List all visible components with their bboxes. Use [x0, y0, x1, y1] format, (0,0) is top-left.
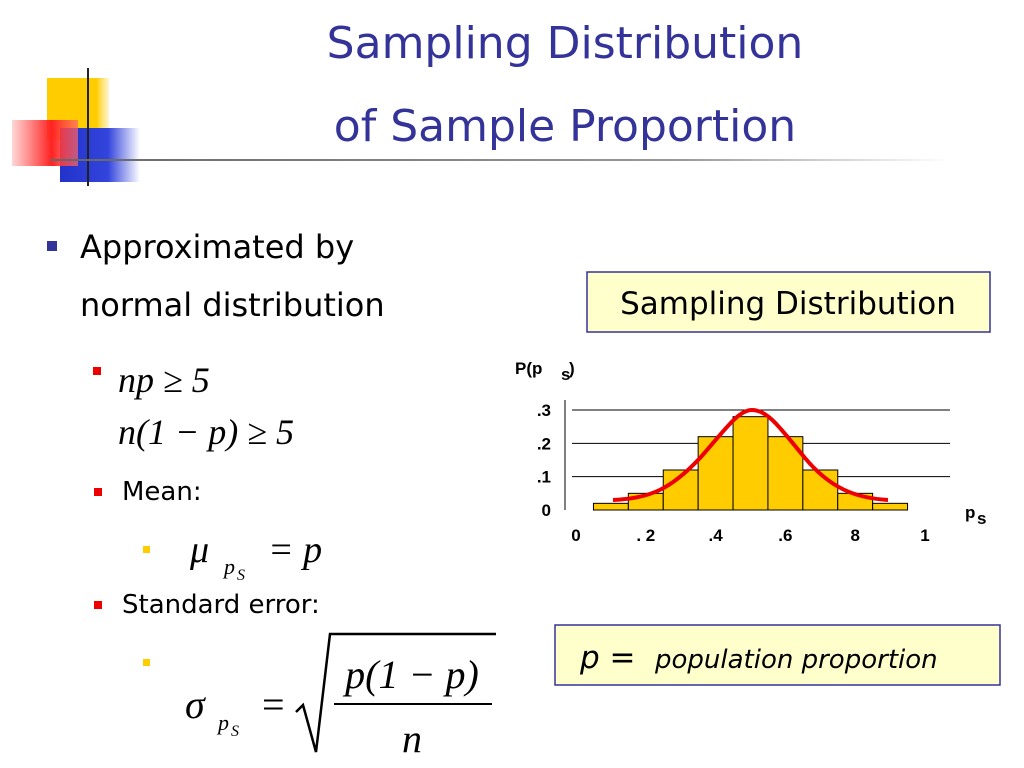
bullet — [93, 367, 101, 375]
bullet — [143, 546, 150, 553]
y-axis-label: P(p — [515, 359, 542, 378]
definition-symbol: p = — [579, 640, 636, 676]
formula: p — [222, 554, 235, 579]
formula: S — [237, 567, 245, 584]
bullet-text: Approximated by — [80, 228, 354, 266]
formula: n(1 − p) ≥ 5 — [118, 412, 294, 452]
y-tick-label: .1 — [537, 468, 551, 487]
bar — [802, 469, 839, 511]
x-tick-label: 0 — [571, 526, 580, 545]
box-title: Sampling Distribution — [620, 286, 956, 322]
formula: μ — [189, 529, 209, 571]
formula: p — [216, 710, 229, 735]
formula: S — [231, 723, 239, 740]
decoration — [12, 68, 950, 186]
x-tick-label: .4 — [709, 526, 724, 545]
title: Sampling Distribution — [327, 18, 804, 69]
x-tick-label: 8 — [850, 526, 859, 545]
y-tick-label: 0 — [542, 501, 551, 520]
sub-bullet-text: Mean: — [122, 477, 202, 507]
y-tick-label: .2 — [537, 434, 551, 453]
definition-text: population proportion — [654, 645, 938, 675]
sqrt-sign — [295, 632, 496, 753]
y-tick-label: .3 — [537, 401, 551, 420]
bullet — [47, 241, 57, 251]
x-axis-label: s — [977, 509, 986, 528]
formula: = — [262, 682, 285, 727]
title: of Sample Proportion — [334, 101, 796, 152]
box — [586, 271, 991, 333]
formula: n — [402, 716, 422, 761]
bar — [872, 502, 909, 511]
bullet — [94, 601, 102, 609]
bullet-text: normal distribution — [80, 286, 385, 324]
red-square — [12, 120, 78, 166]
bullet — [143, 659, 150, 666]
x-axis-label: p — [965, 503, 975, 522]
y-axis-label: s — [561, 365, 570, 384]
sub-bullet-text: Standard error: — [122, 590, 320, 620]
title-rule — [50, 159, 950, 161]
bar — [732, 416, 769, 511]
bar — [697, 436, 734, 511]
y-axis-label: ) — [569, 359, 575, 378]
x-tick-label: 1 — [920, 526, 929, 545]
formula: np ≥ 5 — [118, 360, 210, 400]
formula: p(1 − p) — [342, 652, 479, 697]
x-tick-label: . 2 — [636, 526, 655, 545]
formula: σ — [185, 682, 206, 727]
bullet — [94, 488, 102, 496]
box — [554, 624, 1001, 686]
bar — [592, 502, 629, 511]
chart: P(p s ) p s 0 .1 .2 .3 0 . 2 .4 .6 8 1 — [515, 359, 986, 545]
formula: = p — [268, 529, 322, 571]
x-tick-label: .6 — [778, 526, 792, 545]
normal-curve — [612, 407, 889, 502]
